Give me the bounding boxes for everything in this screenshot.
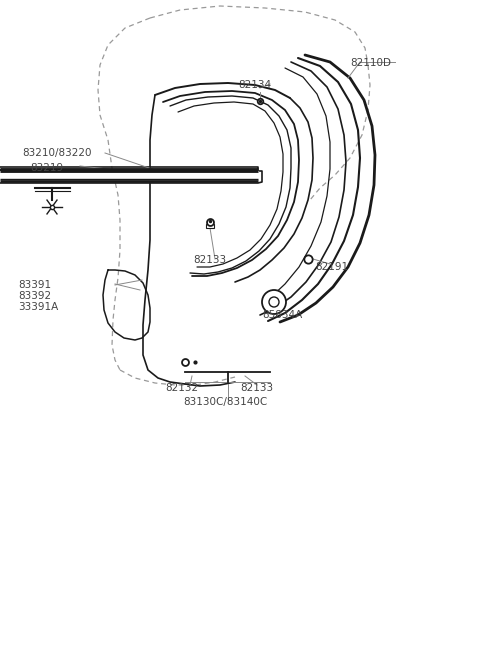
Circle shape: [262, 290, 286, 314]
Circle shape: [269, 297, 279, 307]
Text: 82191: 82191: [315, 262, 348, 272]
Text: 85834A: 85834A: [262, 310, 302, 320]
Text: 83219: 83219: [30, 163, 63, 173]
Text: 82133: 82133: [193, 255, 226, 265]
Bar: [0, 171, 258, 180]
Text: 83392: 83392: [18, 291, 51, 301]
Text: 82110D: 82110D: [350, 58, 391, 68]
Text: 82133: 82133: [240, 383, 273, 393]
Text: 33391A: 33391A: [18, 302, 58, 312]
Text: 82134: 82134: [238, 80, 271, 90]
Text: 83130C/83140C: 83130C/83140C: [183, 397, 267, 407]
Bar: [206, 224, 214, 228]
Text: 83210/83220: 83210/83220: [22, 148, 92, 158]
Text: 82132: 82132: [165, 383, 198, 393]
Text: 83391: 83391: [18, 280, 51, 290]
